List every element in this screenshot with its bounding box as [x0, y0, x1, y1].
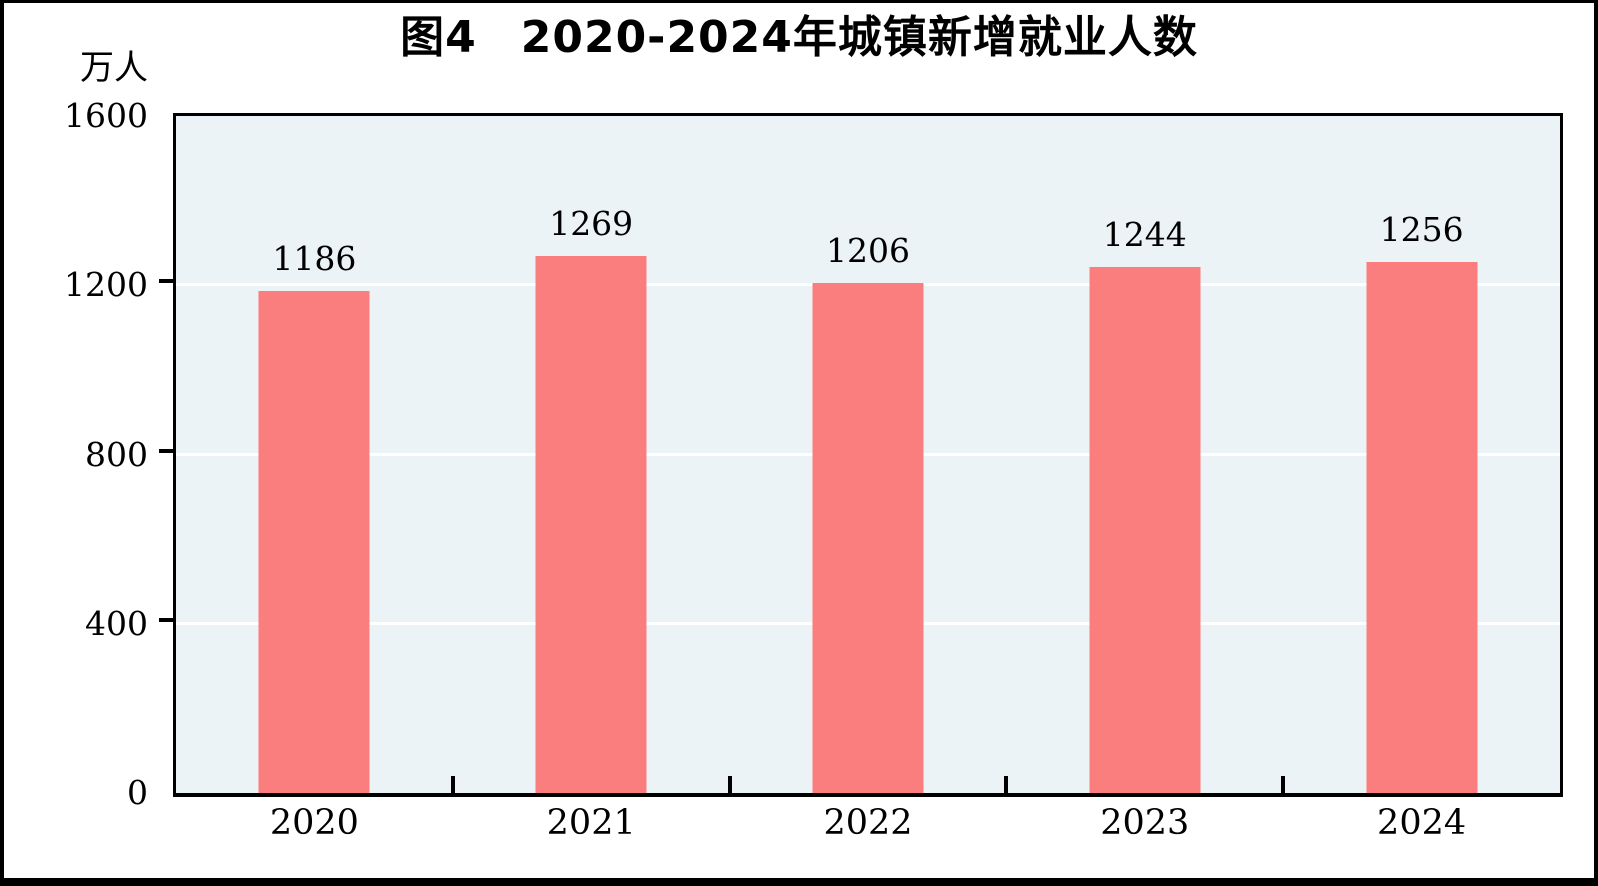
y-axis-label-800: 800 [85, 435, 148, 474]
bar-column-2024: 1256 [1283, 116, 1560, 793]
figure-number-label: 图4 [400, 12, 477, 63]
x-axis-category-labels: 2020 2021 2022 2023 2024 [176, 801, 1560, 845]
y-axis-tick-labels: 0 400 800 1200 1600 [0, 0, 148, 886]
x-axis-label-2020: 2020 [269, 803, 359, 843]
y-axis-tick-1200 [159, 279, 174, 284]
bar-column-2020: 1186 [176, 116, 453, 793]
bar-value-label-2024: 1256 [1379, 210, 1464, 249]
bars-layer: 1186 1269 1206 1244 1256 [176, 116, 1560, 793]
bar-value-label-2021: 1269 [549, 204, 634, 243]
y-axis-tick-400 [159, 617, 174, 622]
bar-column-2022: 1206 [730, 116, 1007, 793]
x-axis-label-2023: 2023 [1100, 803, 1190, 843]
y-axis-unit-label: 万人 [80, 48, 148, 88]
bar-2023 [1089, 267, 1201, 793]
page-frame-right [1594, 0, 1598, 886]
bar-value-label-2020: 1186 [272, 239, 357, 278]
page-frame-top [0, 0, 1598, 3]
plot-area: 1186 1269 1206 1244 1256 [159, 113, 1563, 797]
x-axis-tick-2 [728, 776, 732, 793]
y-axis-label-1200: 1200 [64, 265, 148, 304]
x-axis-tick-4 [1281, 776, 1285, 793]
page-frame-left [0, 0, 4, 886]
bar-value-label-2023: 1244 [1102, 215, 1187, 254]
x-axis-tick-1 [451, 776, 455, 793]
y-axis-label-0: 0 [127, 773, 148, 812]
bar-2021 [535, 256, 647, 793]
bar-value-label-2022: 1206 [825, 231, 910, 270]
bar-column-2021: 1269 [453, 116, 730, 793]
y-axis-tick-800 [159, 448, 174, 453]
x-axis-label-2022: 2022 [823, 803, 913, 843]
bar-2022 [812, 283, 924, 793]
plot-inner-area: 1186 1269 1206 1244 1256 [176, 116, 1560, 793]
y-axis-label-400: 400 [85, 604, 148, 643]
bar-2020 [258, 291, 370, 793]
bar-column-2023: 1244 [1006, 116, 1283, 793]
x-axis-tick-3 [1004, 776, 1008, 793]
chart-title-text: 2020-2024年城镇新增就业人数 [520, 12, 1198, 63]
page-frame-bottom [0, 878, 1598, 886]
chart-title: 图4 2020-2024年城镇新增就业人数 [0, 12, 1598, 64]
x-axis-label-2021: 2021 [546, 803, 636, 843]
bar-2024 [1366, 262, 1478, 793]
x-axis-label-2024: 2024 [1377, 803, 1467, 843]
y-axis-label-1600: 1600 [64, 96, 148, 135]
